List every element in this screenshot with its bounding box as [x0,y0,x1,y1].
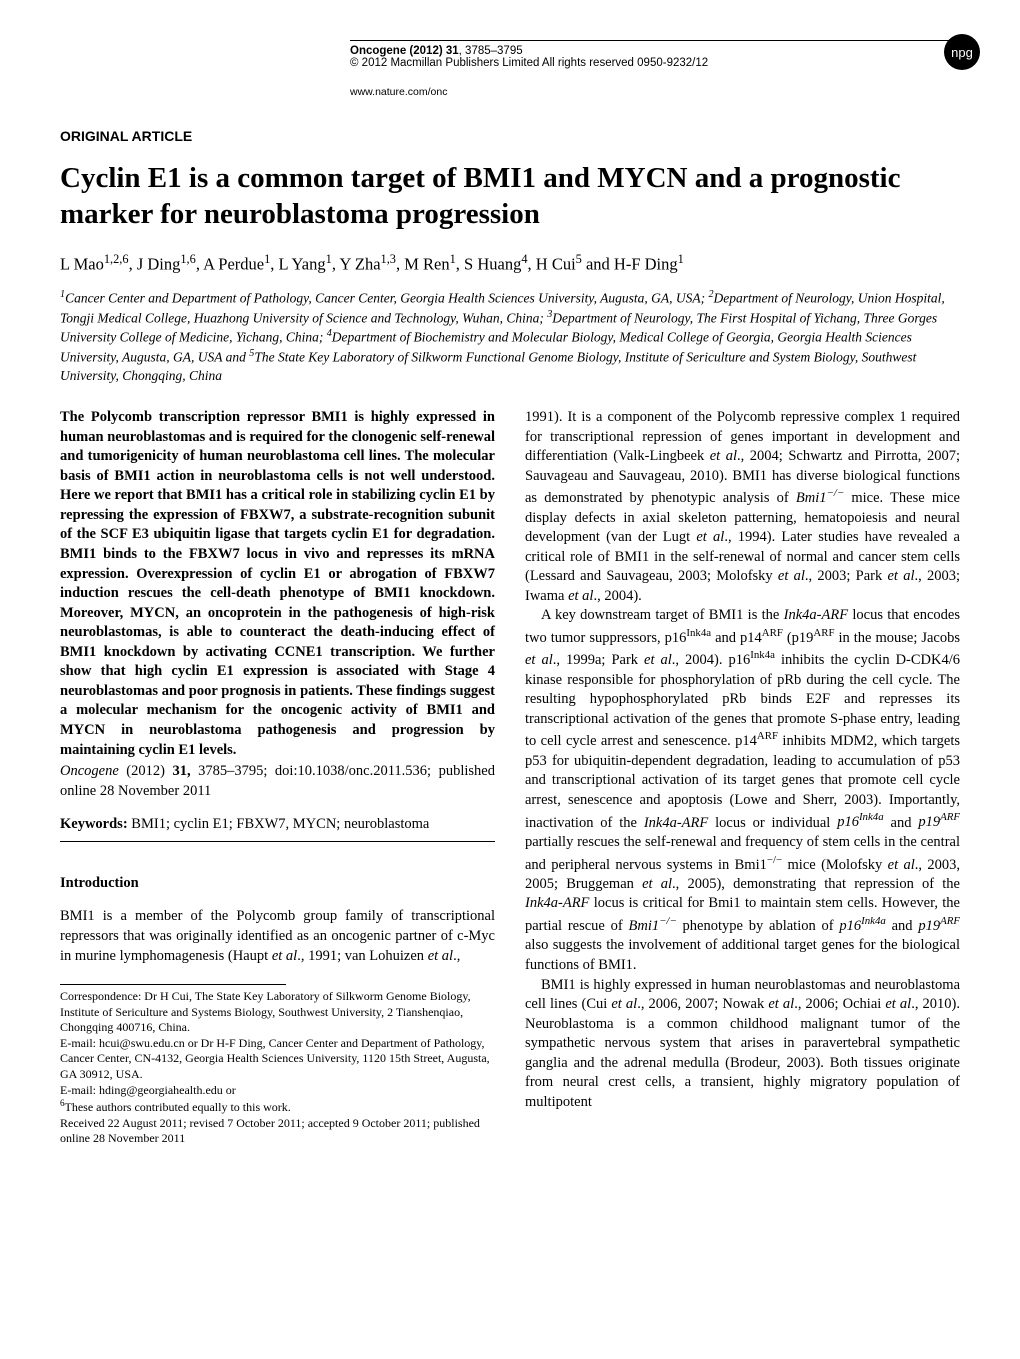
abstract-text: The Polycomb transcription repressor BMI… [60,408,495,760]
journal-info: Oncogene (2012) 31, 3785–3795 © 2012 Mac… [350,45,708,69]
intro-para-3: BMI1 is highly expressed in human neurob… [525,976,960,1113]
npg-logo-text: npg [951,45,973,60]
npg-logo-icon: npg [944,34,980,70]
header-rule [350,40,960,41]
author-list: L Mao1,2,6, J Ding1,6, A Perdue1, L Yang… [60,252,960,275]
article-title: Cyclin E1 is a common target of BMI1 and… [60,160,960,233]
keywords-label: Keywords: [60,816,128,832]
copyright-line: © 2012 Macmillan Publishers Limited All … [350,57,708,69]
correspondence-block: Correspondence: Dr H Cui, The State Key … [60,989,495,1147]
left-column: The Polycomb transcription repressor BMI… [60,408,495,1147]
keywords-block: Keywords: BMI1; cyclin E1; FBXW7, MYCN; … [60,815,495,842]
article-citation: Oncogene (2012) 31, 3785–3795; doi:10.10… [60,762,495,801]
affiliations: 1Cancer Center and Department of Patholo… [60,288,960,385]
right-column: 1991). It is a component of the Polycomb… [525,408,960,1147]
intro-left-text: BMI1 is a member of the Polycomb group f… [60,907,495,966]
page-range: 3785–3795 [465,45,523,57]
keywords-text: BMI1; cyclin E1; FBXW7, MYCN; neuroblast… [131,816,429,832]
intro-para-2: A key downstream target of BMI1 is the I… [525,606,960,975]
body-columns: The Polycomb transcription repressor BMI… [60,408,960,1147]
correspondence-rule [60,984,286,985]
journal-name: Oncogene (2012) 31 [350,45,459,57]
introduction-heading: Introduction [60,874,495,894]
article-type: ORIGINAL ARTICLE [60,128,192,144]
journal-url: www.nature.com/onc [350,86,447,98]
intro-para-1: 1991). It is a component of the Polycomb… [525,408,960,606]
